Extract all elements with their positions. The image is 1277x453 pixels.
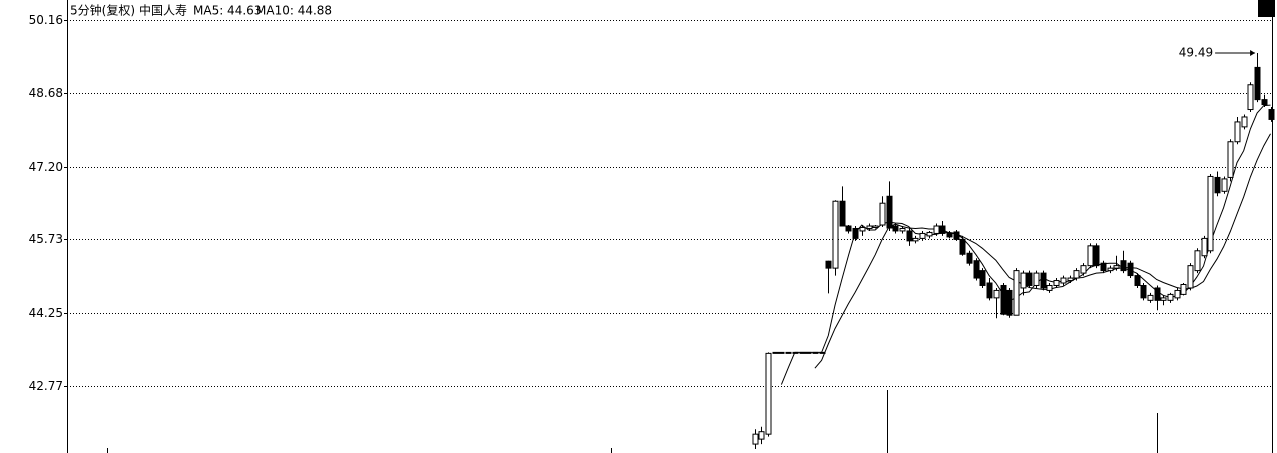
- candle-body: [852, 227, 859, 239]
- candle-body: [1073, 270, 1080, 279]
- candle-body: [845, 225, 852, 232]
- candle-body: [792, 351, 799, 354]
- candle-body: [772, 351, 779, 354]
- candle-body: [778, 351, 785, 354]
- candle-body: [953, 231, 960, 240]
- candle-body: [1013, 270, 1020, 316]
- candle-body: [1194, 250, 1201, 272]
- candle-body: [1247, 84, 1254, 111]
- candle-body: [1000, 284, 1007, 315]
- candle-body: [912, 237, 919, 242]
- candle-body: [939, 225, 946, 234]
- candle-body: [1093, 245, 1100, 267]
- candle-body: [1268, 109, 1275, 120]
- candle-body: [1060, 277, 1067, 284]
- candle-body: [1087, 245, 1094, 267]
- candle-body: [872, 225, 879, 228]
- candle-body: [1020, 272, 1027, 289]
- candle-body: [979, 270, 986, 286]
- candle-body: [1113, 265, 1120, 269]
- candle-body: [973, 260, 980, 279]
- candle-body: [1046, 284, 1053, 291]
- candle-body: [926, 231, 933, 237]
- candle-body: [1167, 293, 1174, 301]
- candle-body: [993, 289, 1000, 299]
- candle-body: [1033, 272, 1040, 286]
- y-tick-label: 42.77: [29, 379, 63, 393]
- candle-body: [1127, 262, 1134, 277]
- candle-body: [959, 238, 966, 255]
- candle-body: [839, 200, 846, 227]
- title-ma5: MA5: 44.63: [193, 4, 261, 18]
- candle-body: [1120, 260, 1127, 272]
- candle-body: [1221, 178, 1228, 192]
- high-label: 49.49: [1179, 46, 1213, 60]
- candle-body: [1040, 272, 1047, 289]
- title-stock: 中国人寿: [139, 3, 187, 18]
- title-ma10: MA10: 44.88: [256, 4, 332, 18]
- candle-body: [1227, 141, 1234, 178]
- candle-body: [986, 282, 993, 299]
- candle-body: [1201, 237, 1208, 257]
- y-tick-label: 45.73: [29, 232, 63, 246]
- y-tick-label: 50.16: [29, 13, 63, 27]
- candle-body: [1147, 294, 1154, 301]
- candle-body: [899, 227, 906, 232]
- candle-body: [1180, 283, 1187, 295]
- candle-body: [1234, 121, 1241, 143]
- corner-box: [1258, 0, 1275, 17]
- y-tick-label: 47.20: [29, 160, 63, 174]
- candle-body: [825, 260, 832, 269]
- candle-body: [1254, 66, 1261, 101]
- candle-body: [799, 351, 806, 354]
- candle-body: [1187, 265, 1194, 289]
- candle-body: [966, 252, 973, 264]
- candle-body: [758, 431, 765, 440]
- candle-body: [805, 351, 812, 354]
- candle-body: [859, 226, 866, 232]
- candle-body: [1241, 116, 1248, 128]
- candle-body: [1053, 280, 1060, 286]
- candle-body: [1006, 289, 1013, 316]
- high-arrowhead: [1250, 50, 1256, 57]
- candle-body: [752, 433, 759, 445]
- candle-body: [1154, 287, 1161, 301]
- candle-body: [1080, 265, 1087, 274]
- candle-body: [919, 232, 926, 239]
- y-tick-label: 44.25: [29, 306, 63, 320]
- candle-body: [1107, 267, 1114, 272]
- candle-body: [1067, 277, 1074, 282]
- candle-body: [866, 225, 873, 229]
- candle-body: [765, 352, 772, 435]
- candle-body: [819, 351, 826, 354]
- candle-body: [879, 202, 886, 226]
- candle-body: [1100, 262, 1107, 272]
- candle-body: [892, 225, 899, 232]
- title-period: 5分钟(复权): [70, 3, 135, 18]
- candle-body: [812, 351, 819, 354]
- candle-body: [933, 225, 940, 234]
- candle-body: [1160, 297, 1167, 301]
- candle-body: [1207, 175, 1214, 252]
- candle-body: [1174, 289, 1181, 299]
- candle-body: [1214, 176, 1221, 194]
- candle-body: [1261, 99, 1268, 106]
- title: 5分钟(复权) 中国人寿 MA5: 44.63 MA10: 44.88: [70, 3, 332, 18]
- candle-body: [785, 351, 792, 354]
- candle-body: [1026, 272, 1033, 286]
- candle-body: [906, 230, 913, 242]
- candle-body: [1134, 275, 1141, 286]
- y-tick-label: 48.68: [29, 86, 63, 100]
- candle-body: [946, 232, 953, 238]
- candle-body: [832, 200, 839, 269]
- candle-body: [1140, 284, 1147, 299]
- candle-body: [886, 195, 893, 229]
